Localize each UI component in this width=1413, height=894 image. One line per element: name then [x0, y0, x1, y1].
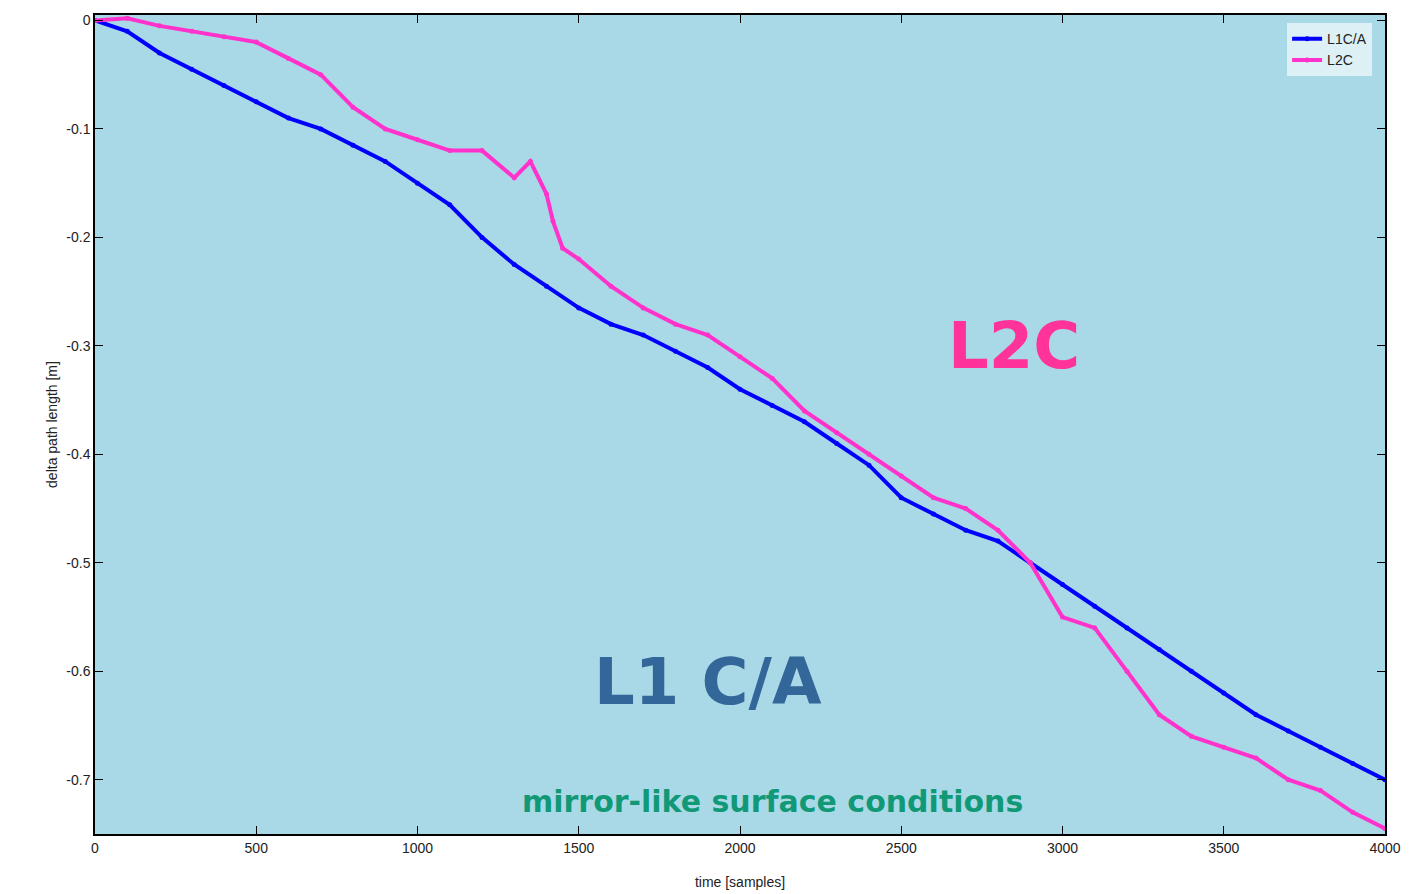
svg-text:L2C: L2C — [1327, 52, 1353, 68]
svg-text:-0.3: -0.3 — [66, 338, 90, 354]
svg-text:-0.7: -0.7 — [66, 772, 90, 788]
svg-text:0: 0 — [83, 12, 91, 28]
svg-text:-0.1: -0.1 — [66, 121, 90, 137]
svg-text:1500: 1500 — [563, 840, 594, 856]
svg-text:-0.5: -0.5 — [66, 555, 90, 571]
svg-text:2000: 2000 — [724, 840, 755, 856]
svg-text:time [samples]: time [samples] — [695, 874, 785, 890]
svg-text:500: 500 — [245, 840, 269, 856]
svg-text:-0.2: -0.2 — [66, 229, 90, 245]
svg-text:mirror-like surface conditions: mirror-like surface conditions — [522, 784, 1023, 819]
svg-text:3500: 3500 — [1208, 840, 1239, 856]
svg-text:2500: 2500 — [886, 840, 917, 856]
svg-text:4000: 4000 — [1369, 840, 1400, 856]
svg-text:L2C: L2C — [948, 309, 1080, 383]
svg-text:L1C/A: L1C/A — [1327, 31, 1367, 47]
svg-text:0: 0 — [91, 840, 99, 856]
svg-text:delta path length [m]: delta path length [m] — [44, 361, 60, 488]
svg-text:-0.6: -0.6 — [66, 663, 90, 679]
svg-text:3000: 3000 — [1047, 840, 1078, 856]
svg-text:-0.4: -0.4 — [66, 446, 90, 462]
svg-text:1000: 1000 — [402, 840, 433, 856]
svg-text:L1 C/A: L1 C/A — [594, 645, 822, 719]
